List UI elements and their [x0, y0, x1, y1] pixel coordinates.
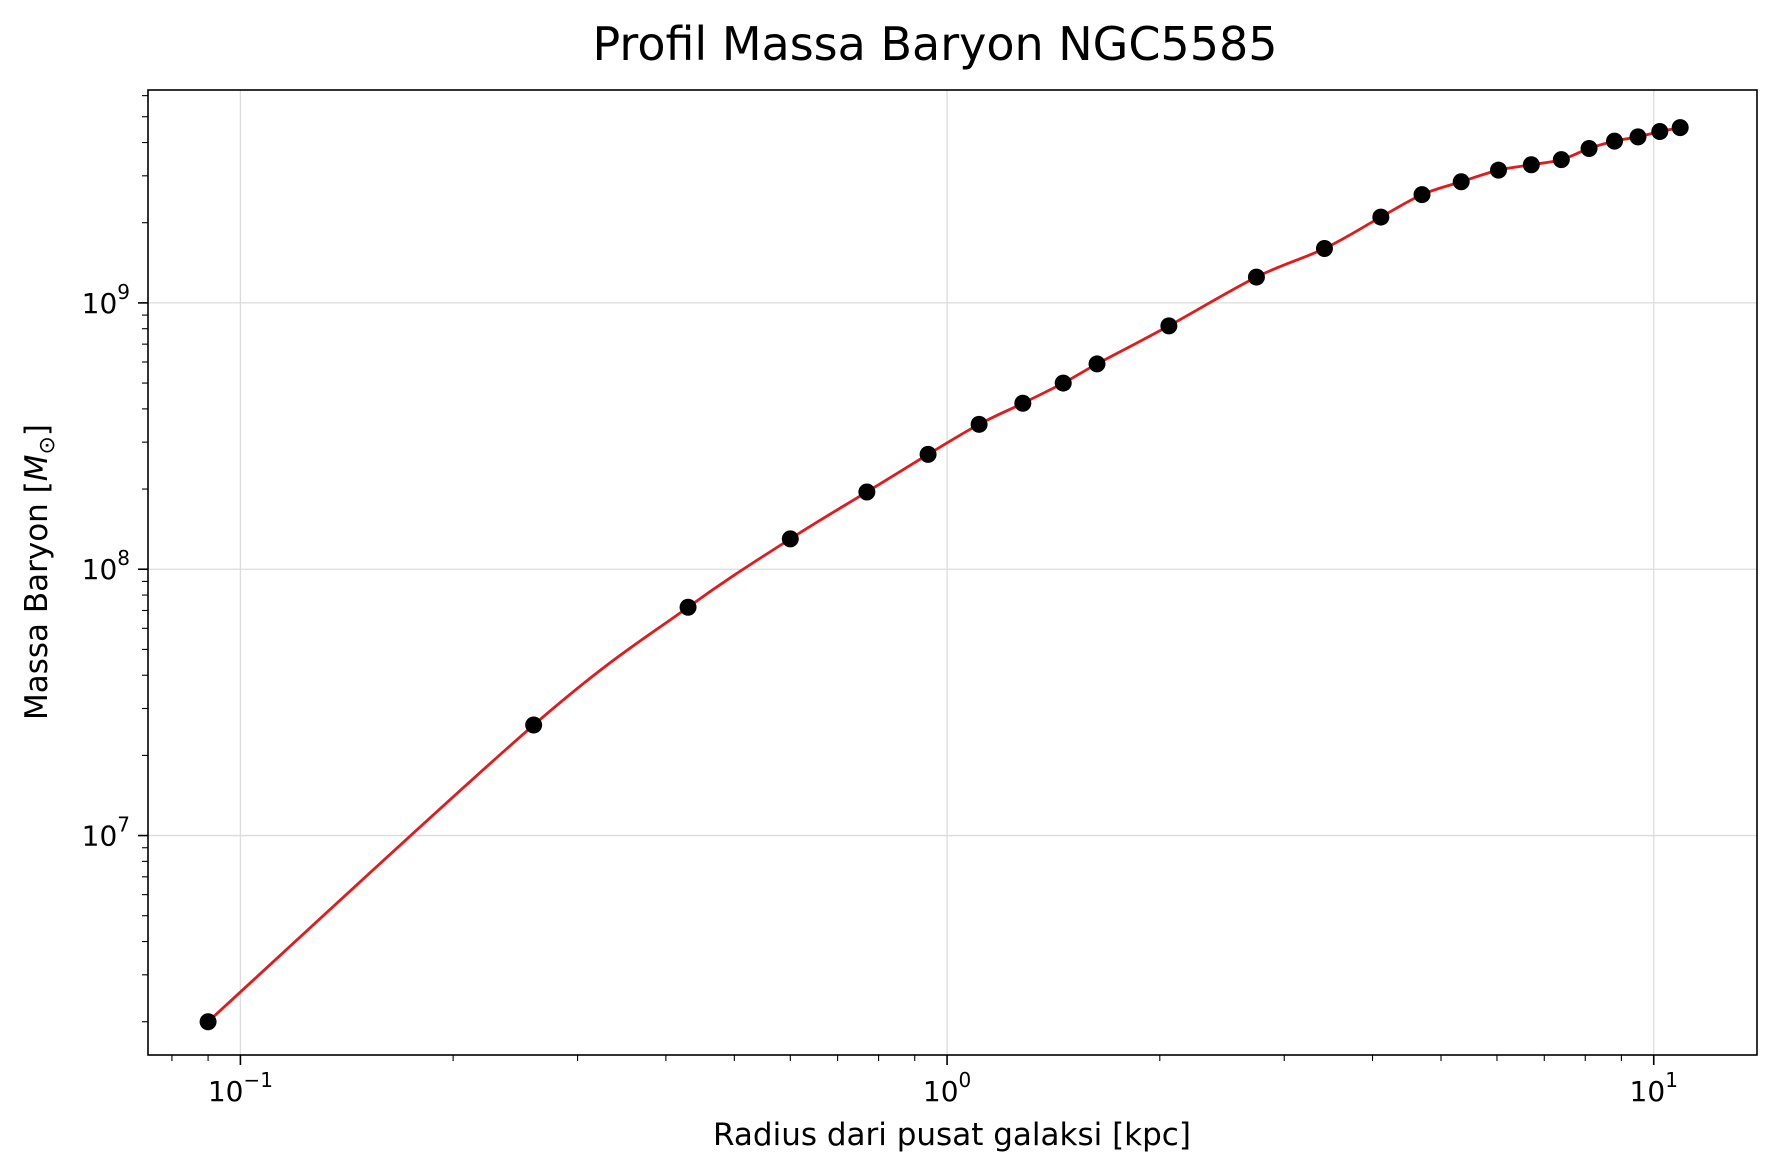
x-tick-label: 101 [1630, 1068, 1678, 1108]
y-axis-label: Massa Baryon [M⊙] [19, 424, 60, 720]
data-point [199, 1013, 217, 1031]
data-point [919, 445, 937, 463]
y-tick-exponent: 9 [117, 280, 130, 304]
data-point [1160, 317, 1178, 335]
data-point [1452, 173, 1470, 191]
x-tick-base: 10 [208, 1075, 244, 1108]
data-point [781, 530, 799, 548]
data-point [1580, 139, 1598, 157]
x-tick-exponent: −1 [243, 1068, 272, 1092]
y-tick-label: 108 [82, 546, 130, 586]
data-point [1671, 119, 1689, 137]
y-tick-label: 109 [82, 280, 130, 320]
chart-title: Profil Massa Baryon NGC5585 [592, 17, 1277, 71]
data-point [679, 598, 697, 616]
grid-lines [148, 90, 1757, 1055]
data-point [1315, 240, 1333, 258]
data-point [1054, 374, 1072, 392]
data-point [1522, 156, 1540, 174]
x-tick-exponent: 0 [959, 1068, 972, 1092]
x-tick-base: 10 [1630, 1075, 1666, 1108]
y-tick-base: 10 [82, 553, 118, 586]
data-point [1014, 394, 1032, 412]
y-axis-label-subscript: ⊙ [35, 436, 60, 454]
data-point [970, 415, 988, 433]
data-points [199, 119, 1689, 1031]
data-point [1552, 151, 1570, 169]
y-tick-exponent: 8 [117, 546, 130, 570]
data-point [1606, 132, 1623, 150]
data-point [1629, 128, 1647, 146]
x-axis-label: Radius dari pusat galaksi [kpc] [713, 1117, 1191, 1153]
y-axis-label-symbol: M [19, 454, 55, 481]
y-tick-base: 10 [82, 820, 118, 853]
data-point [1413, 186, 1431, 204]
y-tick-exponent: 7 [117, 813, 130, 837]
data-point [1088, 355, 1106, 373]
x-tick-label: 100 [923, 1068, 971, 1108]
y-tick-base: 10 [82, 287, 118, 320]
y-axis-label-prefix: Massa Baryon [ [19, 481, 55, 720]
data-point [525, 716, 543, 734]
data-point [1651, 123, 1669, 141]
data-point [1489, 161, 1507, 179]
y-axis-label-suffix: ] [19, 424, 55, 436]
x-tick-exponent: 1 [1665, 1068, 1678, 1092]
fit-line [207, 126, 1681, 1023]
data-point [1247, 268, 1265, 286]
x-tick-label: 10−1 [208, 1068, 273, 1108]
data-point [1372, 208, 1390, 226]
y-tick-label: 107 [82, 813, 130, 853]
plot-frame [147, 89, 1758, 1056]
series-line [207, 126, 1681, 1023]
x-tick-base: 10 [923, 1075, 959, 1108]
data-point [858, 483, 876, 501]
